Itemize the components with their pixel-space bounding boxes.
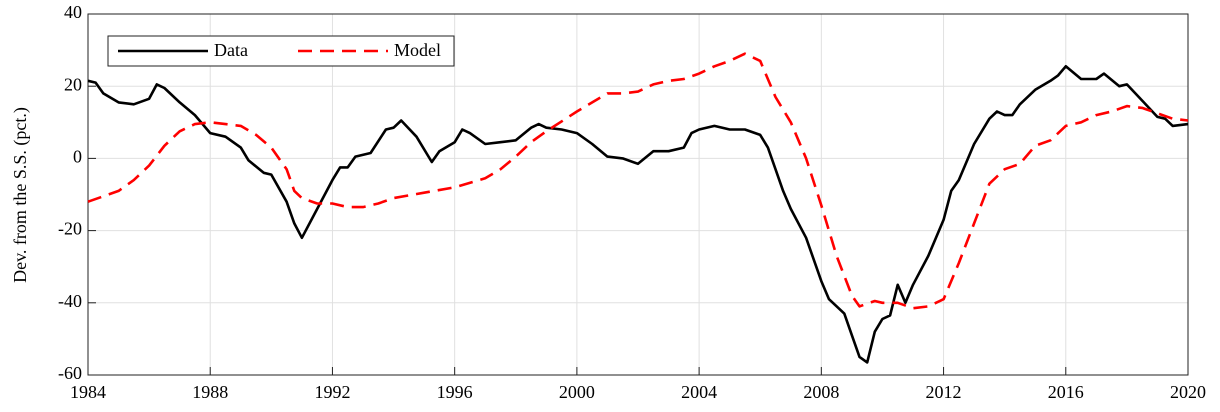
x-tick-label: 2000 (559, 382, 595, 402)
x-tick-label: 1996 (437, 382, 473, 402)
plot-frame (87, 13, 1189, 376)
x-tick-label: 2008 (803, 382, 839, 402)
y-tick-label: -60 (58, 363, 82, 383)
y-tick-label: -40 (58, 291, 82, 311)
x-tick-label: 2012 (926, 382, 962, 402)
y-tick-label: 40 (64, 2, 82, 22)
legend-label: Data (214, 40, 248, 60)
y-tick-label: -20 (58, 219, 82, 239)
y-axis-label: Dev. from the S.S. (pct.) (10, 107, 31, 283)
legend-label: Model (394, 40, 441, 60)
x-tick-label: 1988 (192, 382, 228, 402)
y-tick-label: 0 (73, 147, 82, 167)
x-tick-label: 1984 (70, 382, 106, 402)
y-tick-label: 20 (64, 74, 82, 94)
x-tick-label: 2020 (1170, 382, 1206, 402)
series-line (87, 65, 1189, 364)
x-tick-label: 2004 (681, 382, 717, 402)
x-tick-label: 1992 (314, 382, 350, 402)
series-line (87, 52, 1189, 310)
x-tick-label: 2016 (1048, 382, 1084, 402)
